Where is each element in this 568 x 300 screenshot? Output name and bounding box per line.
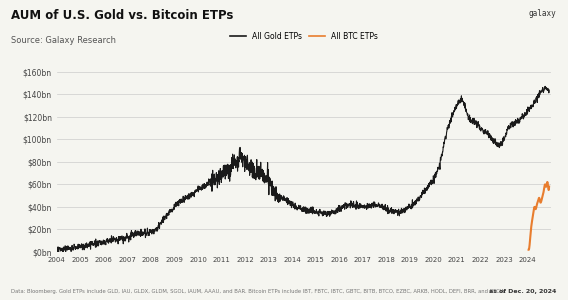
Text: AUM of U.S. Gold vs. Bitcoin ETPs: AUM of U.S. Gold vs. Bitcoin ETPs [11, 9, 234, 22]
Legend: All Gold ETPs, All BTC ETPs: All Gold ETPs, All BTC ETPs [227, 29, 381, 44]
Text: Source: Galaxy Research: Source: Galaxy Research [11, 36, 116, 45]
Text: Data: Bloomberg. Gold ETPs include GLD, IAU, GLDX, GLDM, SGOL, IAUM, AAAU, and B: Data: Bloomberg. Gold ETPs include GLD, … [11, 289, 507, 294]
Text: galaxy: galaxy [529, 9, 557, 18]
Text: as of Dec. 20, 2024: as of Dec. 20, 2024 [489, 289, 557, 294]
